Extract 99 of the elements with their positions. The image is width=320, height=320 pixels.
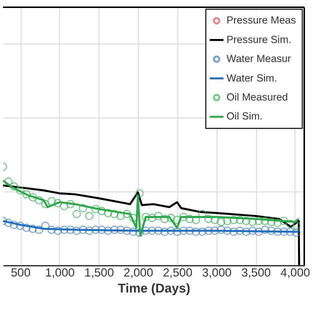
point: [91, 226, 100, 234]
point: [78, 226, 88, 234]
point: [60, 226, 68, 234]
point: [104, 208, 112, 218]
point: [242, 228, 250, 236]
point: [85, 212, 94, 220]
point: [248, 226, 257, 235]
point: [210, 226, 219, 235]
point: [286, 228, 294, 236]
point: [54, 199, 62, 208]
point: [280, 228, 288, 236]
point: [172, 228, 182, 236]
point: [186, 226, 194, 235]
point: [148, 214, 156, 222]
legend-label: Oil Sim.: [226, 112, 263, 123]
point: [267, 226, 276, 235]
point: [110, 210, 119, 218]
x-tick-label: 4,000: [280, 266, 311, 280]
point: [236, 226, 244, 235]
legend-label: Water Sim.: [226, 73, 278, 84]
point: [4, 177, 13, 186]
point: [204, 214, 213, 224]
point: [179, 226, 188, 235]
point: [216, 218, 226, 226]
point: [204, 226, 213, 235]
point: [10, 182, 18, 191]
x-tick-label: 3,000: [202, 266, 232, 280]
point: [4, 218, 13, 228]
point: [85, 226, 94, 235]
point: [10, 220, 18, 229]
point: [267, 218, 276, 226]
point: [47, 226, 56, 234]
point: [110, 226, 119, 234]
point: [116, 226, 125, 234]
point: [28, 224, 37, 233]
x-tick-label: 3,500: [241, 266, 272, 280]
legend-label: Pressure Meas: [226, 16, 296, 27]
point: [186, 214, 194, 224]
x-tick-label: 500: [10, 266, 31, 280]
point: [47, 197, 56, 206]
point: [260, 226, 270, 234]
point: [254, 216, 263, 226]
point: [72, 210, 81, 218]
point: [192, 228, 200, 236]
point: [98, 226, 106, 234]
point: [280, 216, 288, 226]
x-axis-title: Time (Days): [118, 280, 190, 296]
point: [142, 212, 150, 222]
point: [260, 216, 270, 226]
legend-label: Water Measur: [226, 54, 292, 66]
point: [292, 222, 301, 230]
point: [242, 216, 250, 226]
point: [16, 222, 24, 230]
point: [154, 226, 162, 235]
legend-label: Pressure Sim.: [226, 34, 292, 46]
point: [135, 189, 144, 198]
point: [254, 228, 263, 236]
point: [122, 226, 132, 235]
point: [273, 218, 282, 228]
point: [148, 226, 156, 235]
point: [66, 226, 75, 234]
x-tick-label: 2,000: [124, 266, 154, 280]
point: [229, 228, 238, 236]
point: [41, 200, 50, 208]
point: [236, 216, 244, 224]
point: [292, 228, 301, 237]
point: [66, 200, 75, 208]
point: [179, 212, 188, 222]
x-tick-label: 1,000: [45, 266, 76, 280]
point: [160, 214, 169, 224]
x-tick-label: 1,500: [84, 266, 114, 280]
point: [216, 226, 226, 234]
point: [198, 228, 206, 236]
point: [166, 214, 176, 222]
point: [273, 228, 282, 236]
point: [229, 216, 238, 224]
point: [34, 196, 44, 204]
point: [28, 193, 37, 202]
point: [172, 216, 182, 224]
point: [198, 210, 206, 218]
point: [78, 204, 88, 212]
point: [160, 228, 169, 236]
x-tick-label: 2,500: [162, 266, 193, 280]
point: [91, 204, 100, 214]
legend-label: Oil Measured: [226, 92, 288, 104]
point: [22, 190, 31, 198]
point: [54, 226, 62, 235]
point: [34, 226, 44, 234]
point: [72, 226, 81, 235]
point: [98, 206, 106, 216]
point: [22, 224, 31, 232]
point: [166, 226, 176, 235]
point: [154, 212, 162, 220]
point: [129, 228, 138, 236]
point: [223, 226, 232, 235]
point: [142, 226, 150, 235]
point: [16, 186, 24, 195]
point: [286, 220, 294, 228]
point: [122, 210, 132, 218]
